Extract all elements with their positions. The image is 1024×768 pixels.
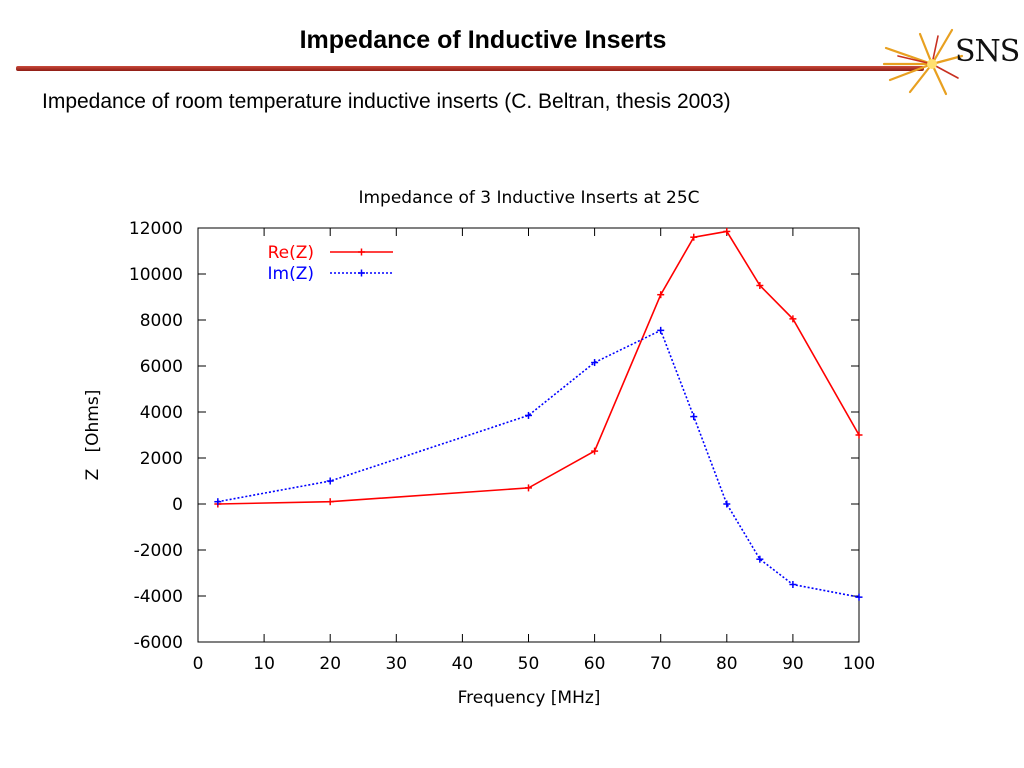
data-point-imz: [789, 581, 797, 588]
data-point-imz: [326, 477, 334, 485]
data-point-imz: [855, 593, 863, 601]
x-tick-label: 100: [843, 654, 875, 674]
data-point-imz: [657, 326, 665, 334]
y-tick-label: -6000: [134, 633, 183, 653]
data-point-imz: [723, 500, 731, 508]
logo-text: SNS: [955, 34, 1020, 69]
x-tick-label: 80: [716, 654, 738, 674]
x-tick-label: 0: [193, 654, 204, 674]
data-point-rez: [855, 431, 863, 439]
y-tick-label: -4000: [134, 587, 183, 607]
data-point-rez: [657, 291, 665, 299]
series-line-rez: [217, 230, 860, 505]
chart-title: Impedance of 3 Inductive Inserts at 25C: [358, 188, 699, 208]
y-tick-label: 10000: [129, 265, 183, 285]
legend-marker-rez: [358, 248, 365, 256]
data-point-rez: [525, 484, 532, 492]
x-tick-label: 20: [319, 654, 341, 674]
slide-title: Impedance of Inductive Inserts: [299, 26, 667, 54]
data-point-rez: [756, 282, 764, 289]
slide-subtitle: Impedance of room temperature inductive …: [42, 90, 731, 113]
legend-marker-imz: [358, 269, 365, 277]
data-point-rez: [723, 227, 731, 235]
title-underline: [16, 66, 924, 71]
x-tick-label: 90: [782, 654, 804, 674]
data-point-imz: [690, 413, 698, 421]
data-point-rez: [591, 447, 599, 455]
data-point-imz: [591, 359, 599, 367]
y-axis-label: Z [Ohms]: [83, 390, 103, 481]
x-tick-label: 50: [518, 654, 540, 674]
series-line-imz: [217, 329, 860, 598]
y-tick-label: 2000: [140, 449, 183, 469]
legend-label-rez: Re(Z): [268, 243, 314, 263]
x-tick-label: 60: [584, 654, 606, 674]
y-tick-label: 12000: [129, 219, 183, 239]
y-tick-label: 0: [172, 495, 183, 515]
legend-label-imz: Im(Z): [268, 264, 314, 284]
y-tick-label: 4000: [140, 403, 183, 423]
y-tick-label: 8000: [140, 311, 183, 331]
data-point-imz: [214, 498, 222, 506]
data-point-imz: [525, 411, 532, 419]
data-point-rez: [326, 498, 334, 506]
data-point-imz: [756, 555, 764, 563]
y-tick-label: -2000: [134, 541, 183, 561]
x-tick-label: 10: [253, 654, 275, 674]
data-point-rez: [789, 315, 797, 323]
x-tick-label: 40: [452, 654, 474, 674]
plot-frame: [197, 227, 860, 643]
y-tick-label: 6000: [140, 357, 183, 377]
x-tick-label: 70: [650, 654, 672, 674]
data-point-rez: [690, 233, 698, 241]
x-tick-label: 30: [385, 654, 407, 674]
x-axis-label: Frequency [MHz]: [458, 688, 601, 708]
sns-starburst-icon: [882, 28, 964, 96]
